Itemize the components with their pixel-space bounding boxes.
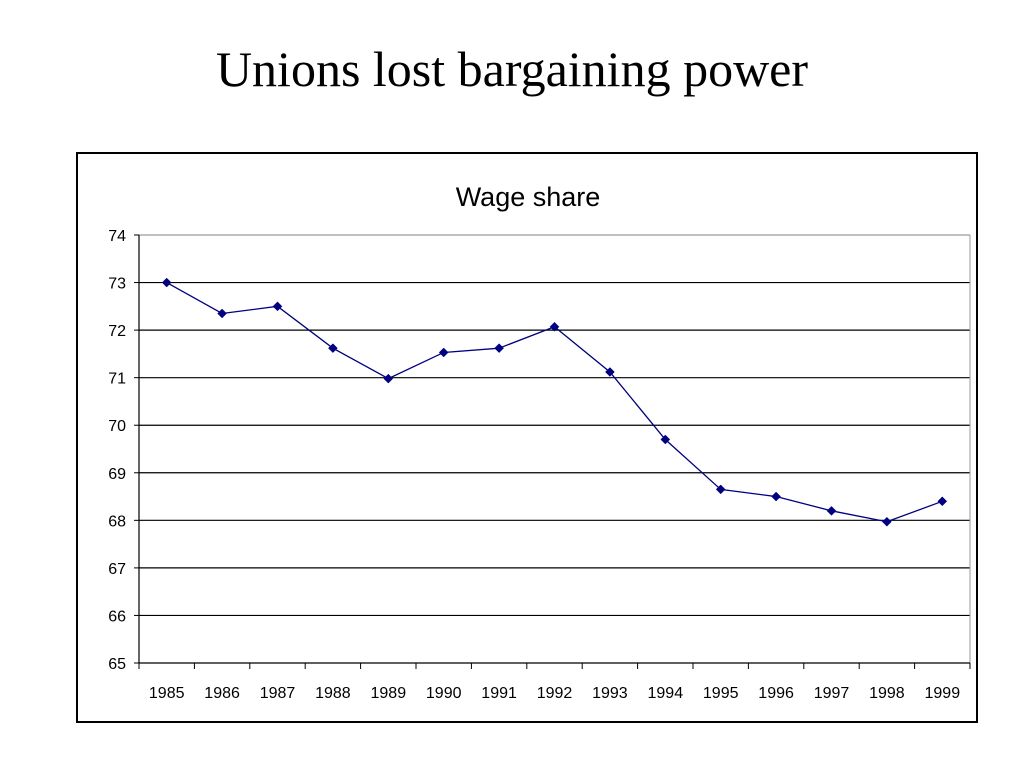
data-point-marker: [771, 491, 781, 502]
slide-title: Unions lost bargaining power: [215, 41, 809, 97]
data-point-marker: [272, 301, 283, 312]
y-tick-label: 72: [108, 323, 126, 340]
y-tick-label: 67: [108, 561, 126, 578]
data-point-marker: [715, 484, 726, 495]
x-tick-label: 1990: [426, 685, 462, 702]
y-tick-label: 66: [108, 608, 126, 625]
data-point-marker: [937, 496, 948, 507]
data-point-marker: [660, 434, 671, 445]
x-tick-label: 1993: [592, 685, 628, 702]
wage-share-chart: Wage share 65 66 67 68 69 70 71 72 73 74 1985 1986…: [108, 182, 971, 702]
x-tick-label: 1988: [315, 685, 351, 702]
series-line: [166, 281, 943, 523]
x-tick-label: 1997: [814, 685, 850, 702]
data-point-marker: [161, 277, 172, 288]
gridlines: [139, 234, 970, 617]
y-tick-label: 70: [108, 418, 126, 435]
series-layer: [161, 277, 948, 527]
x-tick-label: 1989: [371, 685, 407, 702]
axes: [134, 234, 971, 669]
x-tick-label: 1996: [758, 685, 794, 702]
y-tick-label: 74: [108, 228, 126, 245]
data-point-marker: [549, 321, 560, 332]
x-tick-label: 1998: [869, 685, 905, 702]
data-point-marker: [438, 347, 449, 358]
x-tick-label: 1985: [149, 685, 185, 702]
x-tick-labels: 1985 1986 1987 1988 1989 1990 1991 1992 1993 1994…: [149, 685, 960, 702]
x-tick-label: 1995: [703, 685, 739, 702]
y-tick-label: 73: [108, 276, 126, 293]
x-tick-label: 1992: [537, 685, 573, 702]
data-point-marker: [826, 505, 837, 516]
data-point-marker: [217, 308, 227, 319]
data-point-marker: [605, 367, 615, 377]
x-tick-label: 1987: [260, 685, 296, 702]
data-point-marker: [383, 373, 394, 384]
y-tick-label: 71: [108, 371, 126, 388]
x-tick-label: 1991: [481, 685, 517, 702]
x-tick-label: 1994: [648, 685, 684, 702]
y-tick-label: 68: [108, 513, 126, 530]
data-point-marker: [494, 343, 504, 354]
x-tick-label: 1999: [925, 685, 961, 702]
data-point-marker: [328, 343, 338, 354]
x-tick-label: 1986: [204, 685, 240, 702]
y-tick-labels: 65 66 67 68 69 70 71 72 73 74: [108, 228, 126, 673]
y-tick-label: 69: [108, 466, 126, 483]
chart-title: Wage share: [456, 182, 601, 212]
chart-frame: Wage share 65 66 67 68 69 70 71 72 73 74 1985 1986…: [76, 152, 978, 723]
data-point-marker: [882, 516, 892, 527]
y-tick-label: 65: [108, 656, 126, 673]
